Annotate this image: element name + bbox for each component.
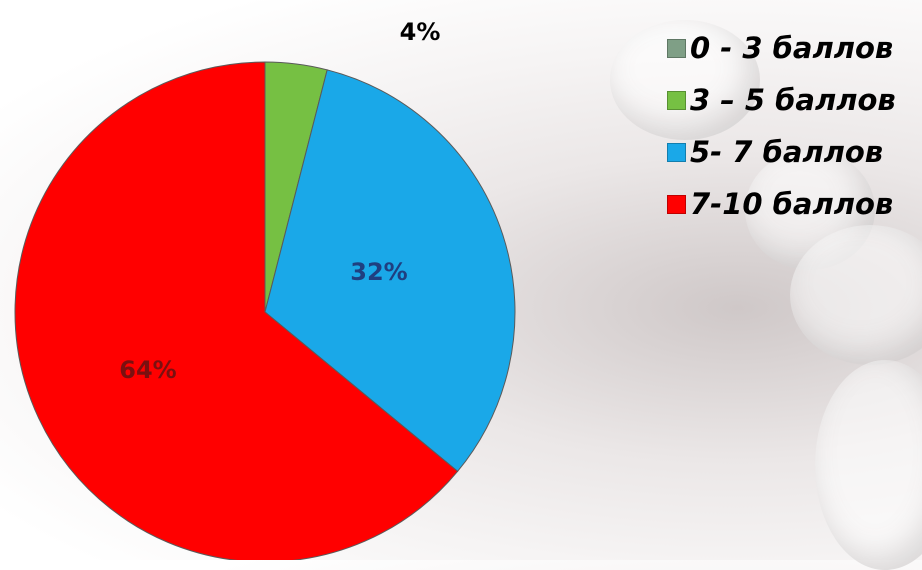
legend-item: 3 – 5 баллов xyxy=(667,74,896,126)
pie-slice xyxy=(264,69,516,473)
legend-label: 0 - 3 баллов xyxy=(690,31,894,65)
legend-label: 7-10 баллов xyxy=(690,187,894,221)
pie-slices xyxy=(14,61,516,560)
data-label: 32% xyxy=(350,258,407,286)
legend-item: 5- 7 баллов xyxy=(667,126,896,178)
background-shape xyxy=(815,360,922,570)
legend-label: 5- 7 баллов xyxy=(690,135,884,169)
data-label: 64% xyxy=(119,356,176,384)
legend-swatch xyxy=(667,90,686,110)
legend-label: 3 – 5 баллов xyxy=(690,83,896,117)
pie-slice xyxy=(14,61,459,560)
background-shape xyxy=(790,225,922,365)
legend-swatch xyxy=(667,142,686,162)
legend-item: 7-10 баллов xyxy=(667,178,896,230)
legend: 0 - 3 баллов 3 – 5 баллов 5- 7 баллов 7-… xyxy=(667,22,896,230)
data-label: 4% xyxy=(400,18,441,46)
legend-item: 0 - 3 баллов xyxy=(667,22,896,74)
legend-swatch xyxy=(667,194,686,214)
legend-swatch xyxy=(667,38,686,58)
pie-labels: 4% 32% 64% xyxy=(119,18,440,384)
